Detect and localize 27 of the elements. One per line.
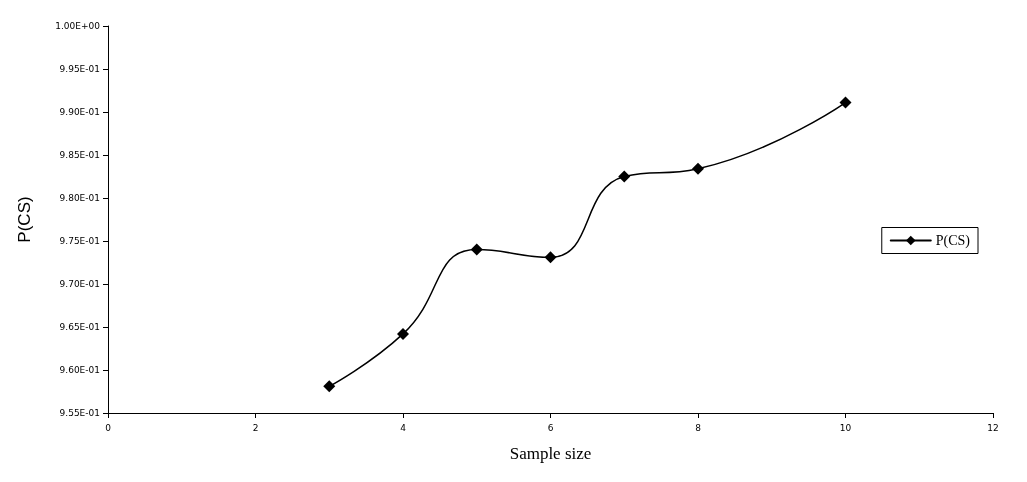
point	[470, 243, 483, 256]
y-tick-label: 9.85E-01	[59, 150, 100, 160]
y-tick-label: 9.75E-01	[59, 236, 100, 246]
y-tick-label: 9.70E-01	[59, 279, 100, 289]
legend-label: P(CS)	[935, 233, 971, 249]
point	[397, 327, 409, 340]
point	[323, 380, 336, 393]
x-tick-label: 6	[547, 422, 554, 433]
y-tick-label: 9.80E-01	[59, 193, 100, 203]
point	[839, 96, 852, 109]
x-tick-label: 2	[252, 422, 259, 433]
point	[618, 170, 631, 183]
y-tick-label: 1.00E+00	[55, 21, 101, 31]
point	[692, 162, 704, 175]
y-tick-label: 9.55E-01	[59, 408, 100, 418]
y-tick-label: 9.60E-01	[59, 365, 100, 375]
x-tick-label: 0	[105, 422, 112, 433]
x-tick-label: 10	[839, 422, 852, 433]
x-axis-title: Sample size	[509, 444, 592, 463]
y-tick-label: 9.95E-01	[59, 64, 100, 74]
x-tick-label: 8	[695, 422, 702, 433]
x-tick-label: 4	[400, 422, 407, 433]
x-tick-label: 12	[987, 422, 999, 433]
y-axis-title: P(CS)	[15, 196, 34, 243]
y-tick-label: 9.65E-01	[59, 322, 100, 332]
point	[544, 251, 557, 264]
y-tick-label: 9.90E-01	[59, 107, 100, 117]
